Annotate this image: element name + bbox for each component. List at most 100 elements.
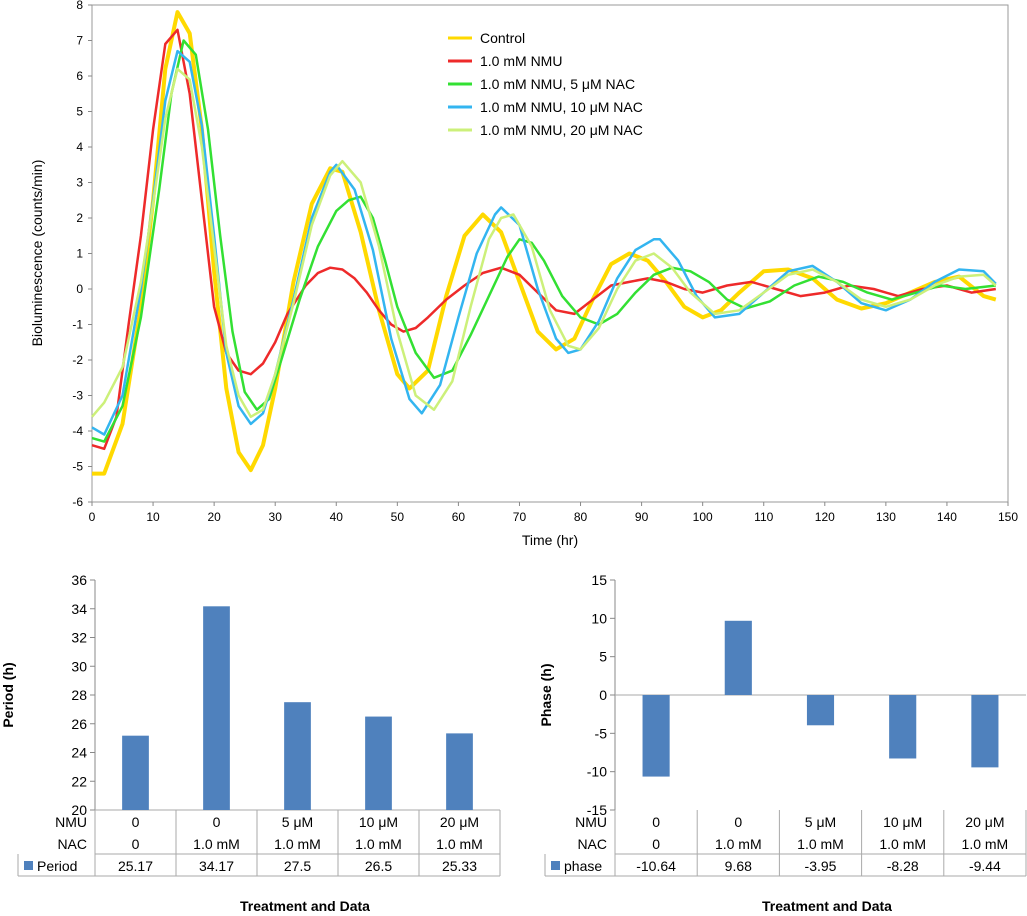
category-nmu: 20 μM (440, 814, 479, 830)
category-nmu: 0 (734, 814, 742, 830)
y-tick-label: 32 (71, 630, 87, 646)
y-tick-label: -3 (72, 389, 83, 403)
x-tick-label: 130 (876, 510, 896, 524)
y-tick-label: -4 (72, 424, 83, 438)
period-chart-bars (122, 606, 473, 810)
series-line-4 (91, 67, 997, 419)
category-nac: 1.0 mM (193, 836, 240, 852)
y-tick-label: 24 (71, 745, 87, 761)
x-tick-label: 100 (693, 510, 713, 524)
line-chart-x-axis-label: Time (hr) (522, 532, 578, 548)
x-tick-label: 120 (815, 510, 835, 524)
category-nmu: 0 (132, 814, 140, 830)
value-label: -10.64 (636, 858, 676, 874)
value-label: -9.44 (969, 858, 1001, 874)
legend-entry: 1.0 mM NMU, 20 μM NAC (480, 122, 643, 138)
y-tick-label: 8 (76, 0, 83, 12)
y-tick-label: -6 (72, 495, 83, 509)
y-tick-label: 28 (71, 687, 87, 703)
series-swatch (551, 861, 560, 870)
legend-entry: 1.0 mM NMU, 5 μM NAC (480, 76, 635, 92)
value-label: 25.33 (442, 858, 477, 874)
y-tick-label: 2 (76, 211, 83, 225)
value-label: 34.17 (199, 858, 234, 874)
value-label: 26.5 (365, 858, 392, 874)
y-tick-label: 26 (71, 716, 87, 732)
bar (971, 695, 999, 768)
value-label: 25.17 (118, 858, 153, 874)
value-label: -3.95 (805, 858, 837, 874)
bar (642, 695, 670, 777)
value-label: 27.5 (284, 858, 311, 874)
y-tick-label: -10 (587, 764, 607, 780)
bar (203, 606, 230, 810)
series-name: Period (37, 858, 77, 874)
y-tick-label: 0 (76, 282, 83, 296)
category-nmu: 10 μM (359, 814, 398, 830)
bar (446, 733, 473, 810)
x-tick-label: 50 (391, 510, 405, 524)
x-tick-label: 80 (574, 510, 588, 524)
value-label: 9.68 (725, 858, 752, 874)
series-line-1 (91, 28, 996, 451)
x-tick-label: 60 (452, 510, 466, 524)
series-line-2 (91, 39, 996, 443)
x-tick-label: 110 (754, 510, 773, 524)
row-label-nac: NAC (57, 836, 87, 852)
x-tick-label: 40 (330, 510, 344, 524)
y-tick-label: 0 (599, 687, 607, 703)
bar (365, 716, 392, 810)
x-tick-label: 70 (513, 510, 527, 524)
category-nmu: 20 μM (965, 814, 1004, 830)
line-chart-y-axis-label: Bioluminescence (counts/min) (29, 160, 45, 347)
x-tick-label: 150 (998, 510, 1018, 524)
category-nac: 0 (132, 836, 140, 852)
category-nac: 1.0 mM (962, 836, 1009, 852)
bar (724, 620, 752, 695)
legend-entry: Control (480, 30, 525, 46)
y-tick-label: 36 (71, 572, 87, 588)
row-label-nmu: NMU (575, 814, 607, 830)
category-nac: 0 (652, 836, 660, 852)
category-nac: 1.0 mM (355, 836, 402, 852)
row-label-nmu: NMU (55, 814, 87, 830)
series-swatch (24, 861, 33, 870)
y-tick-label: 1 (76, 247, 83, 261)
category-nac: 1.0 mM (797, 836, 844, 852)
category-nac: 1.0 mM (436, 836, 483, 852)
category-nac: 1.0 mM (715, 836, 762, 852)
bar (122, 735, 149, 810)
x-tick-label: 30 (269, 510, 283, 524)
y-tick-label: 3 (76, 176, 83, 190)
phase-chart-x-axis-label: Treatment and Data (762, 898, 892, 914)
y-tick-label: 20 (71, 802, 87, 818)
category-nac: 1.0 mM (879, 836, 926, 852)
line-chart-series (91, 10, 997, 476)
series-line-3 (91, 49, 997, 436)
period-chart-x-axis-label: Treatment and Data (240, 898, 370, 914)
y-tick-label: 22 (71, 773, 87, 789)
period-chart: 20 22 24 26 28 30 32 34 36 NMU NAC Period 0 0 25.17 0 1… (0, 572, 501, 914)
x-tick-label: 10 (146, 510, 160, 524)
y-tick-label: 34 (71, 601, 87, 617)
y-tick-label: 5 (76, 105, 83, 119)
phase-chart-axes: -15 -10 -5 0 5 10 15 (587, 572, 1026, 818)
category-nmu: 5 μM (805, 814, 836, 830)
row-label-nac: NAC (577, 836, 607, 852)
category-nmu: 0 (213, 814, 221, 830)
category-nmu: 5 μM (282, 814, 313, 830)
y-tick-label: 10 (591, 610, 607, 626)
phase-chart-bars (642, 620, 999, 777)
series-name: phase (564, 858, 602, 874)
y-tick-label: -1 (72, 318, 83, 332)
phase-chart-y-axis-label: Phase (h) (538, 663, 554, 726)
y-tick-label: -5 (595, 725, 608, 741)
x-tick-label: 90 (635, 510, 649, 524)
period-chart-data-table: NMU NAC Period 0 0 25.17 0 1.0 mM 34.17 5 μM 1.0 m… (17, 810, 501, 877)
y-tick-label: 5 (599, 649, 607, 665)
y-tick-label: 4 (76, 140, 83, 154)
x-tick-label: 20 (207, 510, 221, 524)
phase-chart: -15 -10 -5 0 5 10 15 NMU NAC phase 0 0 -10.64 0 1.0 m… (538, 572, 1027, 914)
